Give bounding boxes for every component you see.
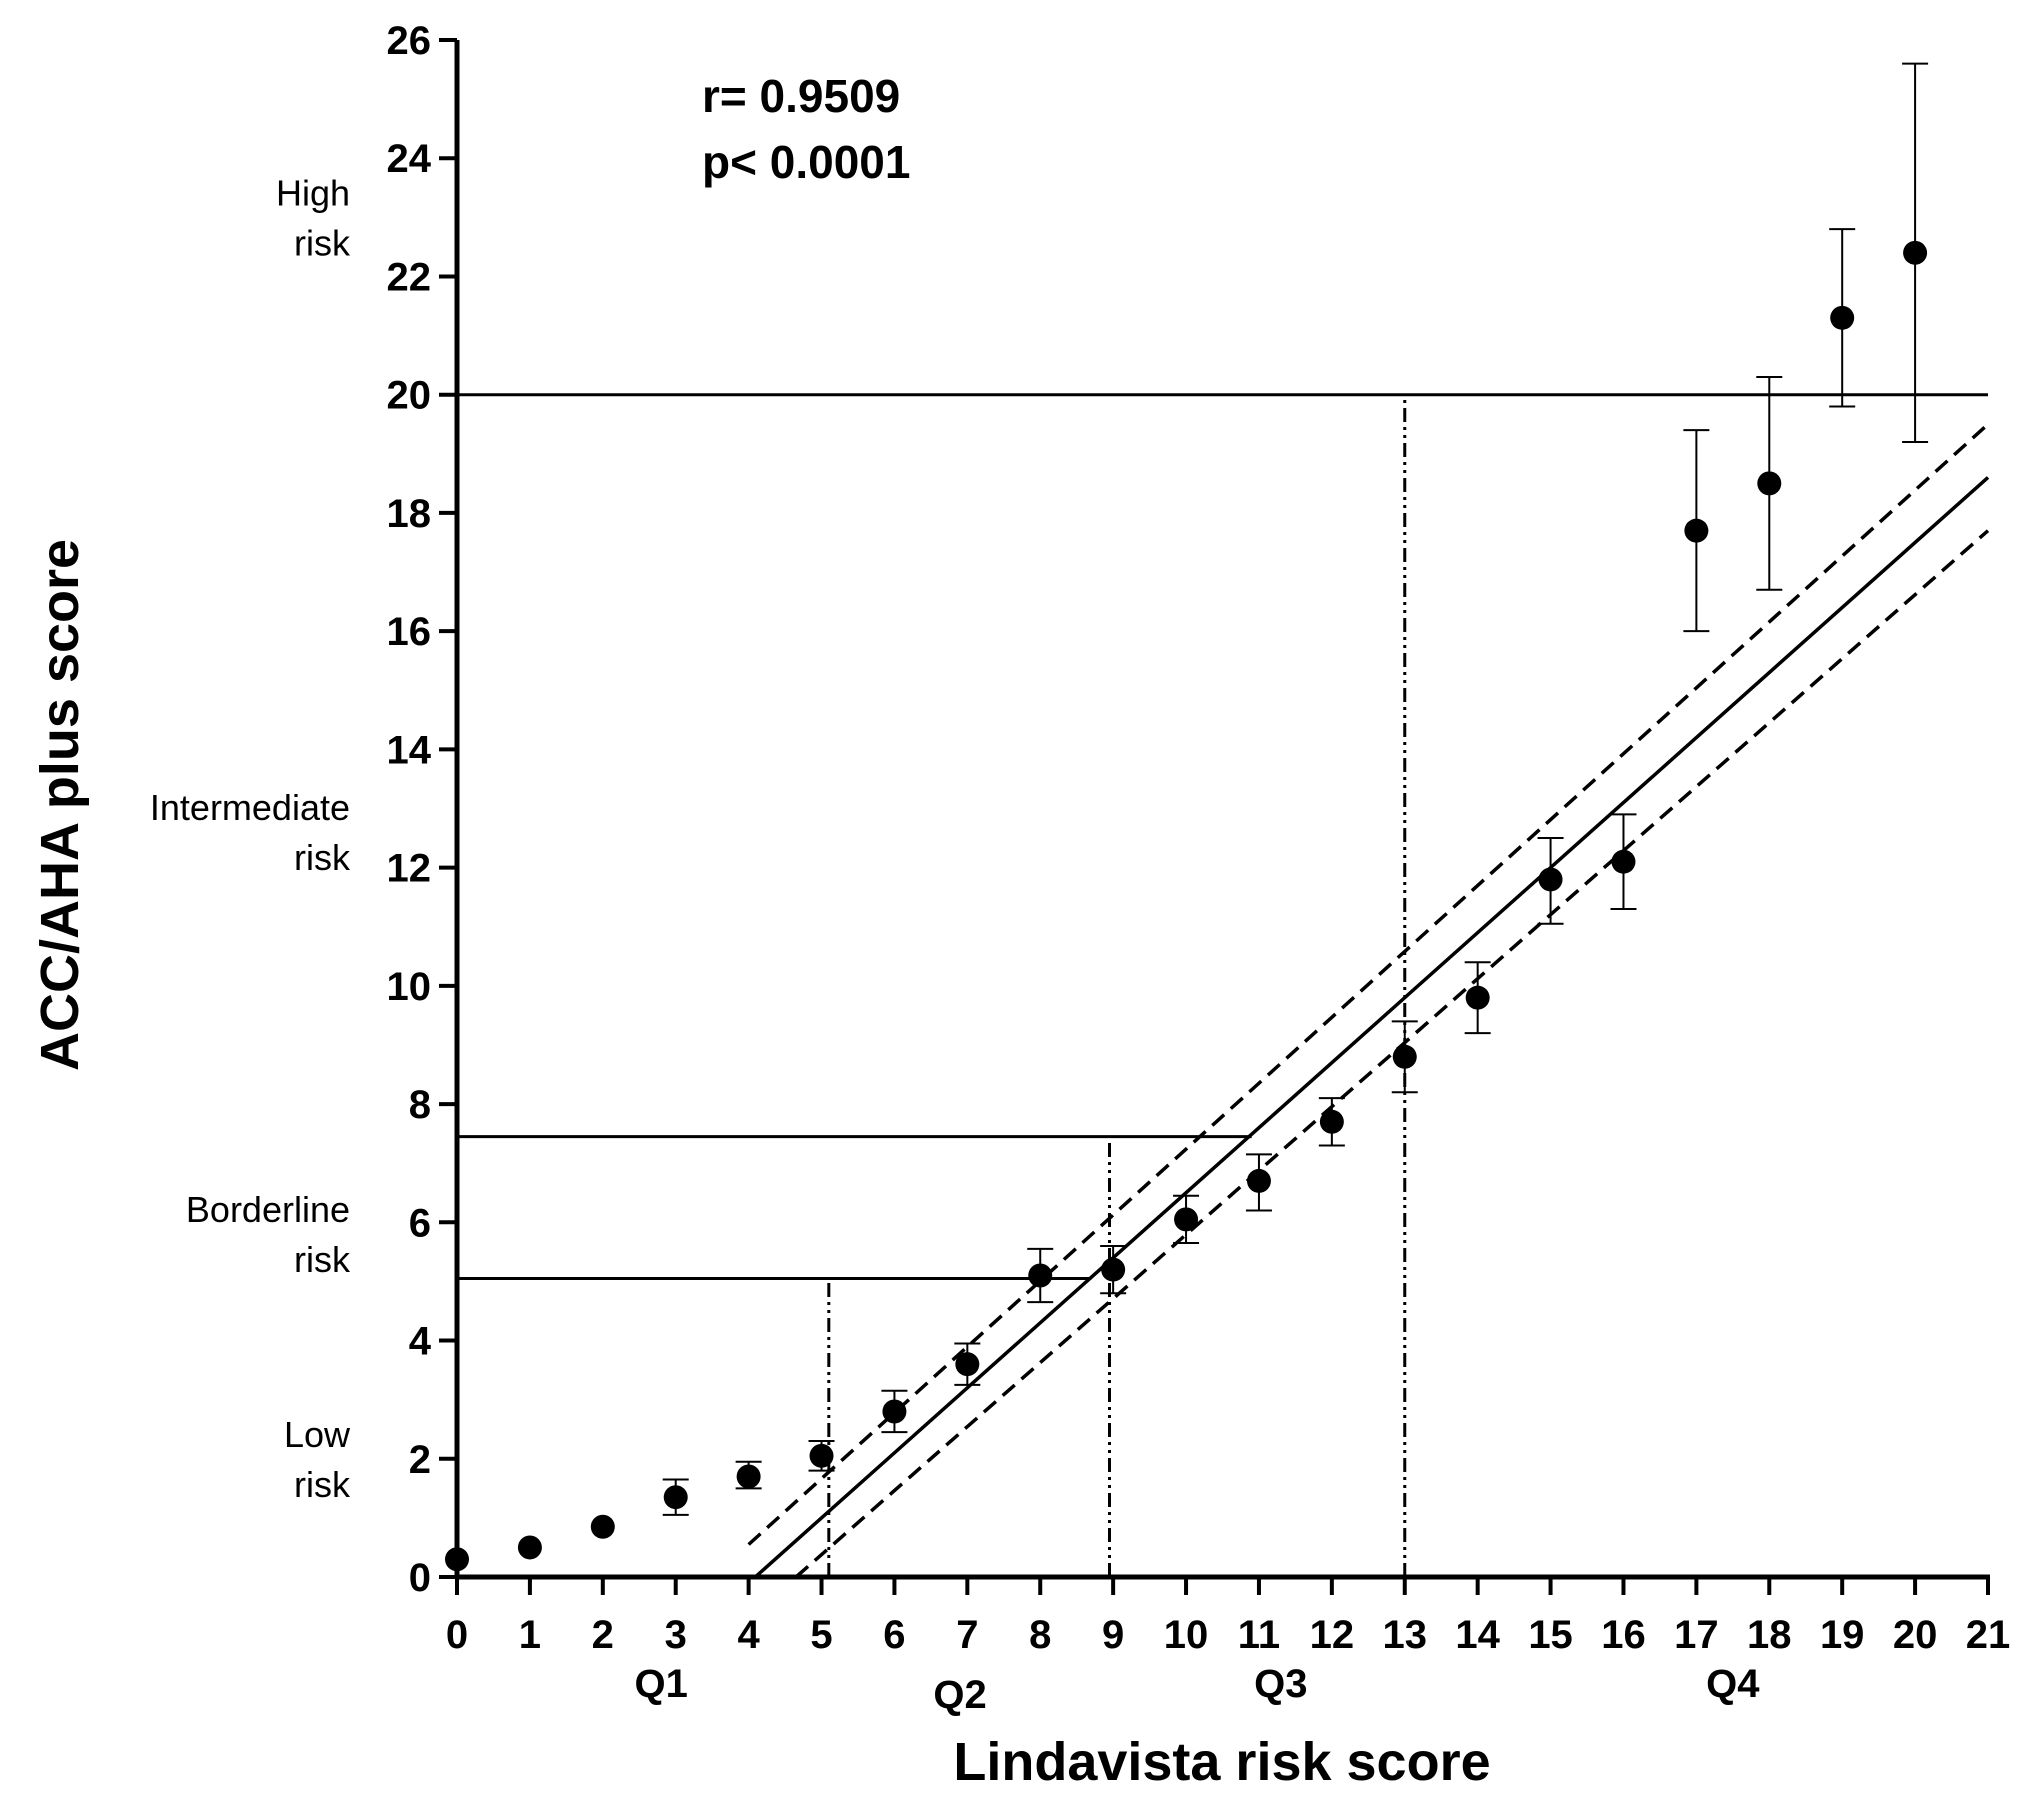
y-tick-label: 10 (387, 965, 432, 1009)
quartile-label: Q3 (1254, 1662, 1307, 1706)
data-point (1246, 1168, 1271, 1193)
data-point (736, 1464, 761, 1489)
risk-label-line1: High (276, 172, 350, 213)
confidence-band-line (794, 529, 1990, 1579)
data-point (882, 1399, 907, 1424)
x-tick-label: 7 (956, 1613, 978, 1657)
x-tick-label: 10 (1164, 1613, 1209, 1657)
x-tick-label: 6 (883, 1613, 905, 1657)
x-tick-label: 8 (1029, 1613, 1051, 1657)
risk-label-line1: Intermediate (150, 787, 350, 828)
x-tick-label: 15 (1528, 1613, 1573, 1657)
reference-lines (457, 393, 1988, 1577)
data-point (809, 1443, 834, 1468)
risk-label-line1: Borderline (186, 1189, 350, 1230)
y-tick-label: 8 (409, 1083, 431, 1127)
y-tick-label: 22 (387, 255, 432, 299)
x-tick-label: 14 (1455, 1613, 1500, 1657)
x-tick-label: 11 (1238, 1613, 1280, 1657)
risk-label-line2: risk (294, 837, 351, 878)
data-point (517, 1535, 542, 1560)
x-tick-label: 18 (1747, 1613, 1792, 1657)
data-point (663, 1485, 688, 1510)
quartile-labels: Q1 Q2 Q3 Q4 (634, 1662, 1760, 1717)
x-tick-label: 19 (1820, 1613, 1865, 1657)
y-tick-label: 6 (409, 1201, 431, 1245)
data-point (1319, 1109, 1344, 1134)
y-tick-label: 16 (387, 610, 432, 654)
y-tick-label: 12 (387, 847, 432, 891)
x-tick-label: 4 (737, 1613, 760, 1657)
y-tick-label: 24 (387, 137, 432, 181)
y-tick-label: 0 (409, 1556, 431, 1600)
data-point (1757, 471, 1782, 496)
correlation-r: r= 0.9509 (702, 70, 900, 122)
p-value: p< 0.0001 (702, 136, 910, 188)
y-tick-label: 26 (387, 19, 432, 63)
x-tick-label: 16 (1601, 1613, 1646, 1657)
x-tick-label: 17 (1674, 1613, 1719, 1657)
quartile-label: Q2 (933, 1673, 986, 1717)
y-tick-label: 14 (387, 728, 432, 772)
quartile-label: Q1 (634, 1662, 687, 1706)
y-tick-label: 4 (409, 1320, 432, 1364)
risk-label-line2: risk (294, 222, 351, 263)
data-point (590, 1514, 615, 1539)
error-bars (662, 62, 1929, 1516)
data-point (1174, 1207, 1199, 1232)
axes (454, 40, 1990, 1580)
x-tick-label: 12 (1310, 1613, 1355, 1657)
y-tick-label: 18 (387, 492, 432, 536)
confidence-band-line (747, 422, 1990, 1546)
x-tick-label: 9 (1102, 1613, 1124, 1657)
risk-label-line2: risk (294, 1464, 351, 1505)
x-axis-title: Lindavista risk score (953, 1732, 1490, 1792)
y-axis-title: ACC/AHA plus score (30, 539, 90, 1071)
x-tick-label: 0 (446, 1613, 468, 1657)
risk-label-line2: risk (294, 1239, 351, 1280)
data-point (1101, 1257, 1126, 1282)
risk-label-line1: Low (284, 1414, 351, 1455)
x-tick-label: 1 (519, 1613, 541, 1657)
x-tick-label: 3 (665, 1613, 687, 1657)
x-tick-label: 13 (1383, 1613, 1428, 1657)
x-tick-label: 21 (1966, 1613, 2011, 1657)
data-points (445, 240, 1928, 1572)
data-point (955, 1352, 980, 1377)
data-point (1830, 305, 1855, 330)
regression-line (754, 476, 1990, 1578)
data-point (1465, 985, 1490, 1010)
x-axis-ticks: 0 1 2 3 4 5 6 7 8 9 10 11 12 13 14 15 16 17 18 19 20 21 (446, 1577, 2010, 1657)
x-tick-label: 5 (810, 1613, 832, 1657)
regression-lines (747, 422, 1990, 1579)
quartile-label: Q4 (1706, 1662, 1760, 1706)
data-point (1028, 1263, 1053, 1288)
y-tick-label: 2 (409, 1438, 431, 1482)
x-tick-label: 2 (592, 1613, 614, 1657)
y-tick-label: 20 (387, 374, 432, 418)
risk-category-labels: High risk Intermediate risk Borderline risk Lo… (150, 172, 351, 1504)
data-point (1684, 518, 1709, 543)
x-tick-label: 20 (1893, 1613, 1938, 1657)
data-point (1903, 240, 1928, 265)
data-point (1538, 867, 1563, 892)
data-point (1611, 849, 1636, 874)
data-point (1392, 1044, 1417, 1069)
